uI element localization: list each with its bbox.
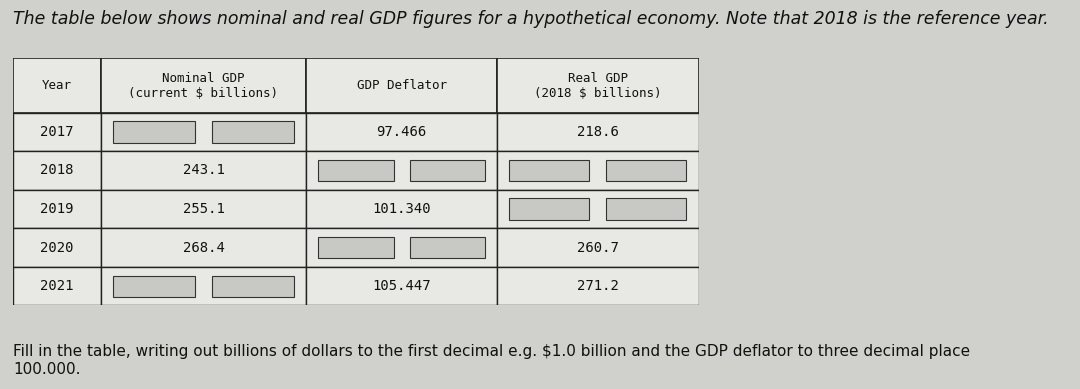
Bar [13, 190, 100, 228]
Text: 105.447: 105.447 [373, 279, 431, 293]
Bar [100, 58, 307, 113]
Bar [409, 237, 485, 258]
Text: The table below shows nominal and real GDP figures for a hypothetical economy. N: The table below shows nominal and real G… [13, 10, 1049, 28]
Bar [319, 160, 393, 181]
Text: 2017: 2017 [40, 125, 73, 139]
Text: 97.466: 97.466 [377, 125, 427, 139]
Text: Fill in the table, writing out billions of dollars to the first decimal e.g. $1.: Fill in the table, writing out billions … [13, 344, 970, 377]
Text: Year: Year [42, 79, 71, 92]
Bar [13, 151, 100, 190]
Bar [13, 228, 100, 267]
Text: 260.7: 260.7 [577, 240, 619, 254]
Bar [409, 160, 485, 181]
Bar [497, 190, 699, 228]
Text: 243.1: 243.1 [183, 163, 225, 177]
Bar [113, 275, 194, 297]
Bar [510, 198, 590, 219]
Bar [13, 58, 100, 113]
Bar [307, 151, 497, 190]
Bar [113, 121, 194, 142]
Bar [100, 113, 307, 151]
Text: 2019: 2019 [40, 202, 73, 216]
Text: 2021: 2021 [40, 279, 73, 293]
Bar [606, 198, 686, 219]
Bar [307, 190, 497, 228]
Bar [510, 160, 590, 181]
Text: 2020: 2020 [40, 240, 73, 254]
Text: 101.340: 101.340 [373, 202, 431, 216]
Bar [212, 275, 294, 297]
Bar [307, 58, 497, 113]
Bar [307, 267, 497, 305]
Text: Nominal GDP
(current $ billions): Nominal GDP (current $ billions) [129, 72, 279, 100]
Bar [497, 113, 699, 151]
Bar [100, 228, 307, 267]
Bar [497, 228, 699, 267]
Bar [100, 151, 307, 190]
Bar [319, 237, 393, 258]
Bar [100, 190, 307, 228]
Bar [497, 151, 699, 190]
Bar [497, 58, 699, 113]
Text: Real GDP
(2018 $ billions): Real GDP (2018 $ billions) [534, 72, 662, 100]
Text: 271.2: 271.2 [577, 279, 619, 293]
Bar [497, 267, 699, 305]
Text: 2018: 2018 [40, 163, 73, 177]
Bar [307, 113, 497, 151]
Bar [307, 228, 497, 267]
Bar [606, 160, 686, 181]
Bar [13, 113, 100, 151]
Bar [212, 121, 294, 142]
Text: 268.4: 268.4 [183, 240, 225, 254]
Bar [100, 267, 307, 305]
Text: 218.6: 218.6 [577, 125, 619, 139]
Text: GDP Deflator: GDP Deflator [356, 79, 446, 92]
Bar [13, 267, 100, 305]
Text: 255.1: 255.1 [183, 202, 225, 216]
